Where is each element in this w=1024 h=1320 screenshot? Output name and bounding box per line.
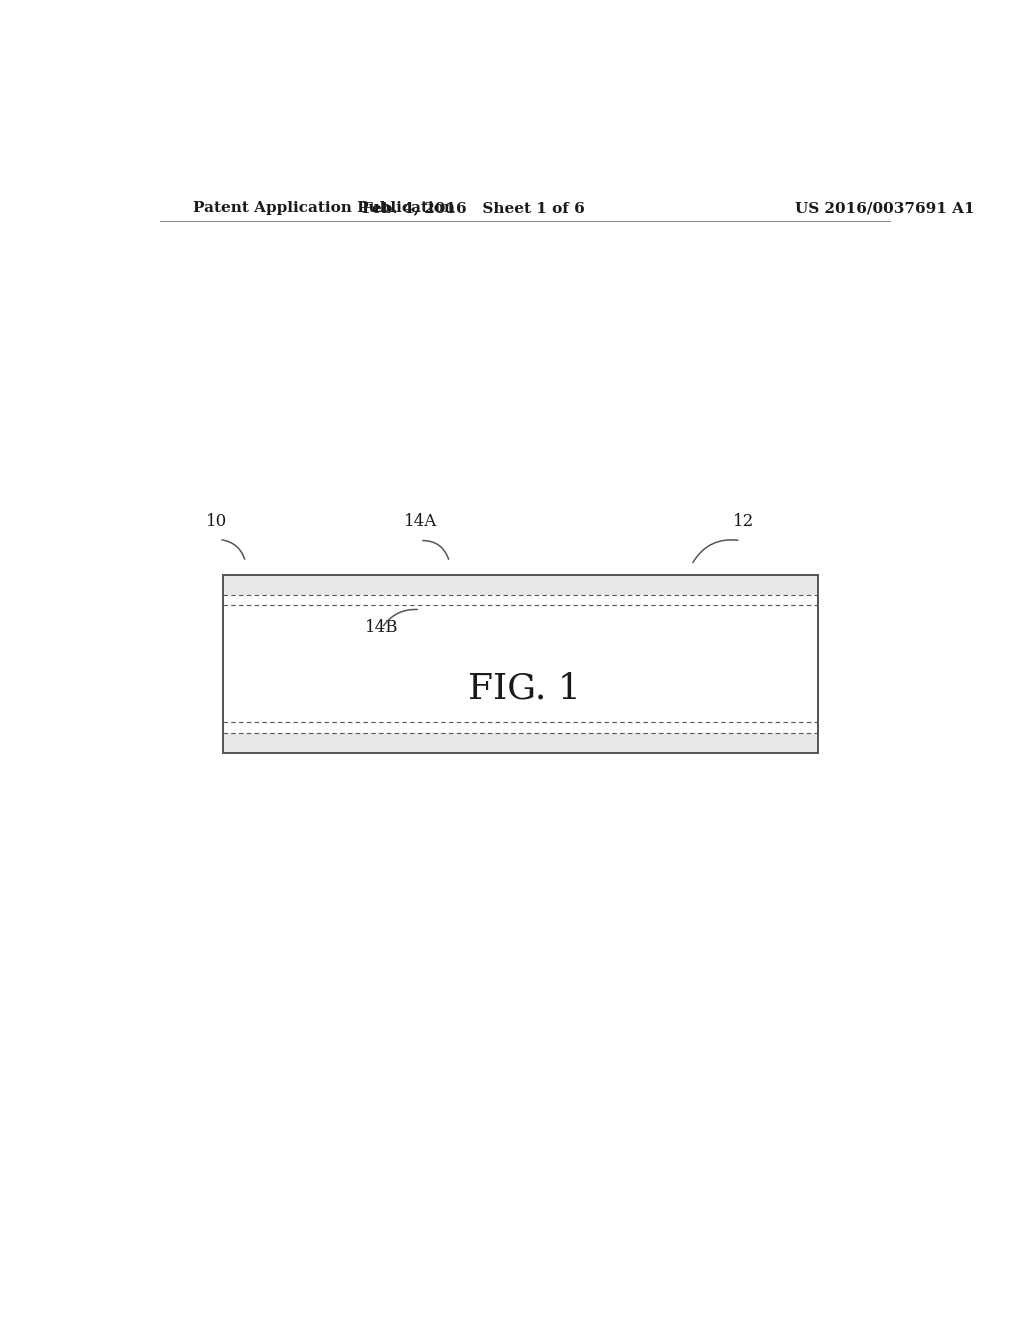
Text: 10: 10 <box>206 513 227 531</box>
Text: US 2016/0037691 A1: US 2016/0037691 A1 <box>795 201 974 215</box>
Bar <box>223 576 818 752</box>
Text: Feb. 4, 2016   Sheet 1 of 6: Feb. 4, 2016 Sheet 1 of 6 <box>361 201 585 215</box>
Text: Patent Application Publication: Patent Application Publication <box>194 201 455 215</box>
Text: FIG. 1: FIG. 1 <box>468 672 582 706</box>
Bar <box>223 733 818 752</box>
Text: 14A: 14A <box>404 513 437 531</box>
Bar <box>223 576 818 752</box>
Bar <box>223 576 818 595</box>
Text: 14B: 14B <box>365 619 398 636</box>
Text: 12: 12 <box>733 513 754 531</box>
